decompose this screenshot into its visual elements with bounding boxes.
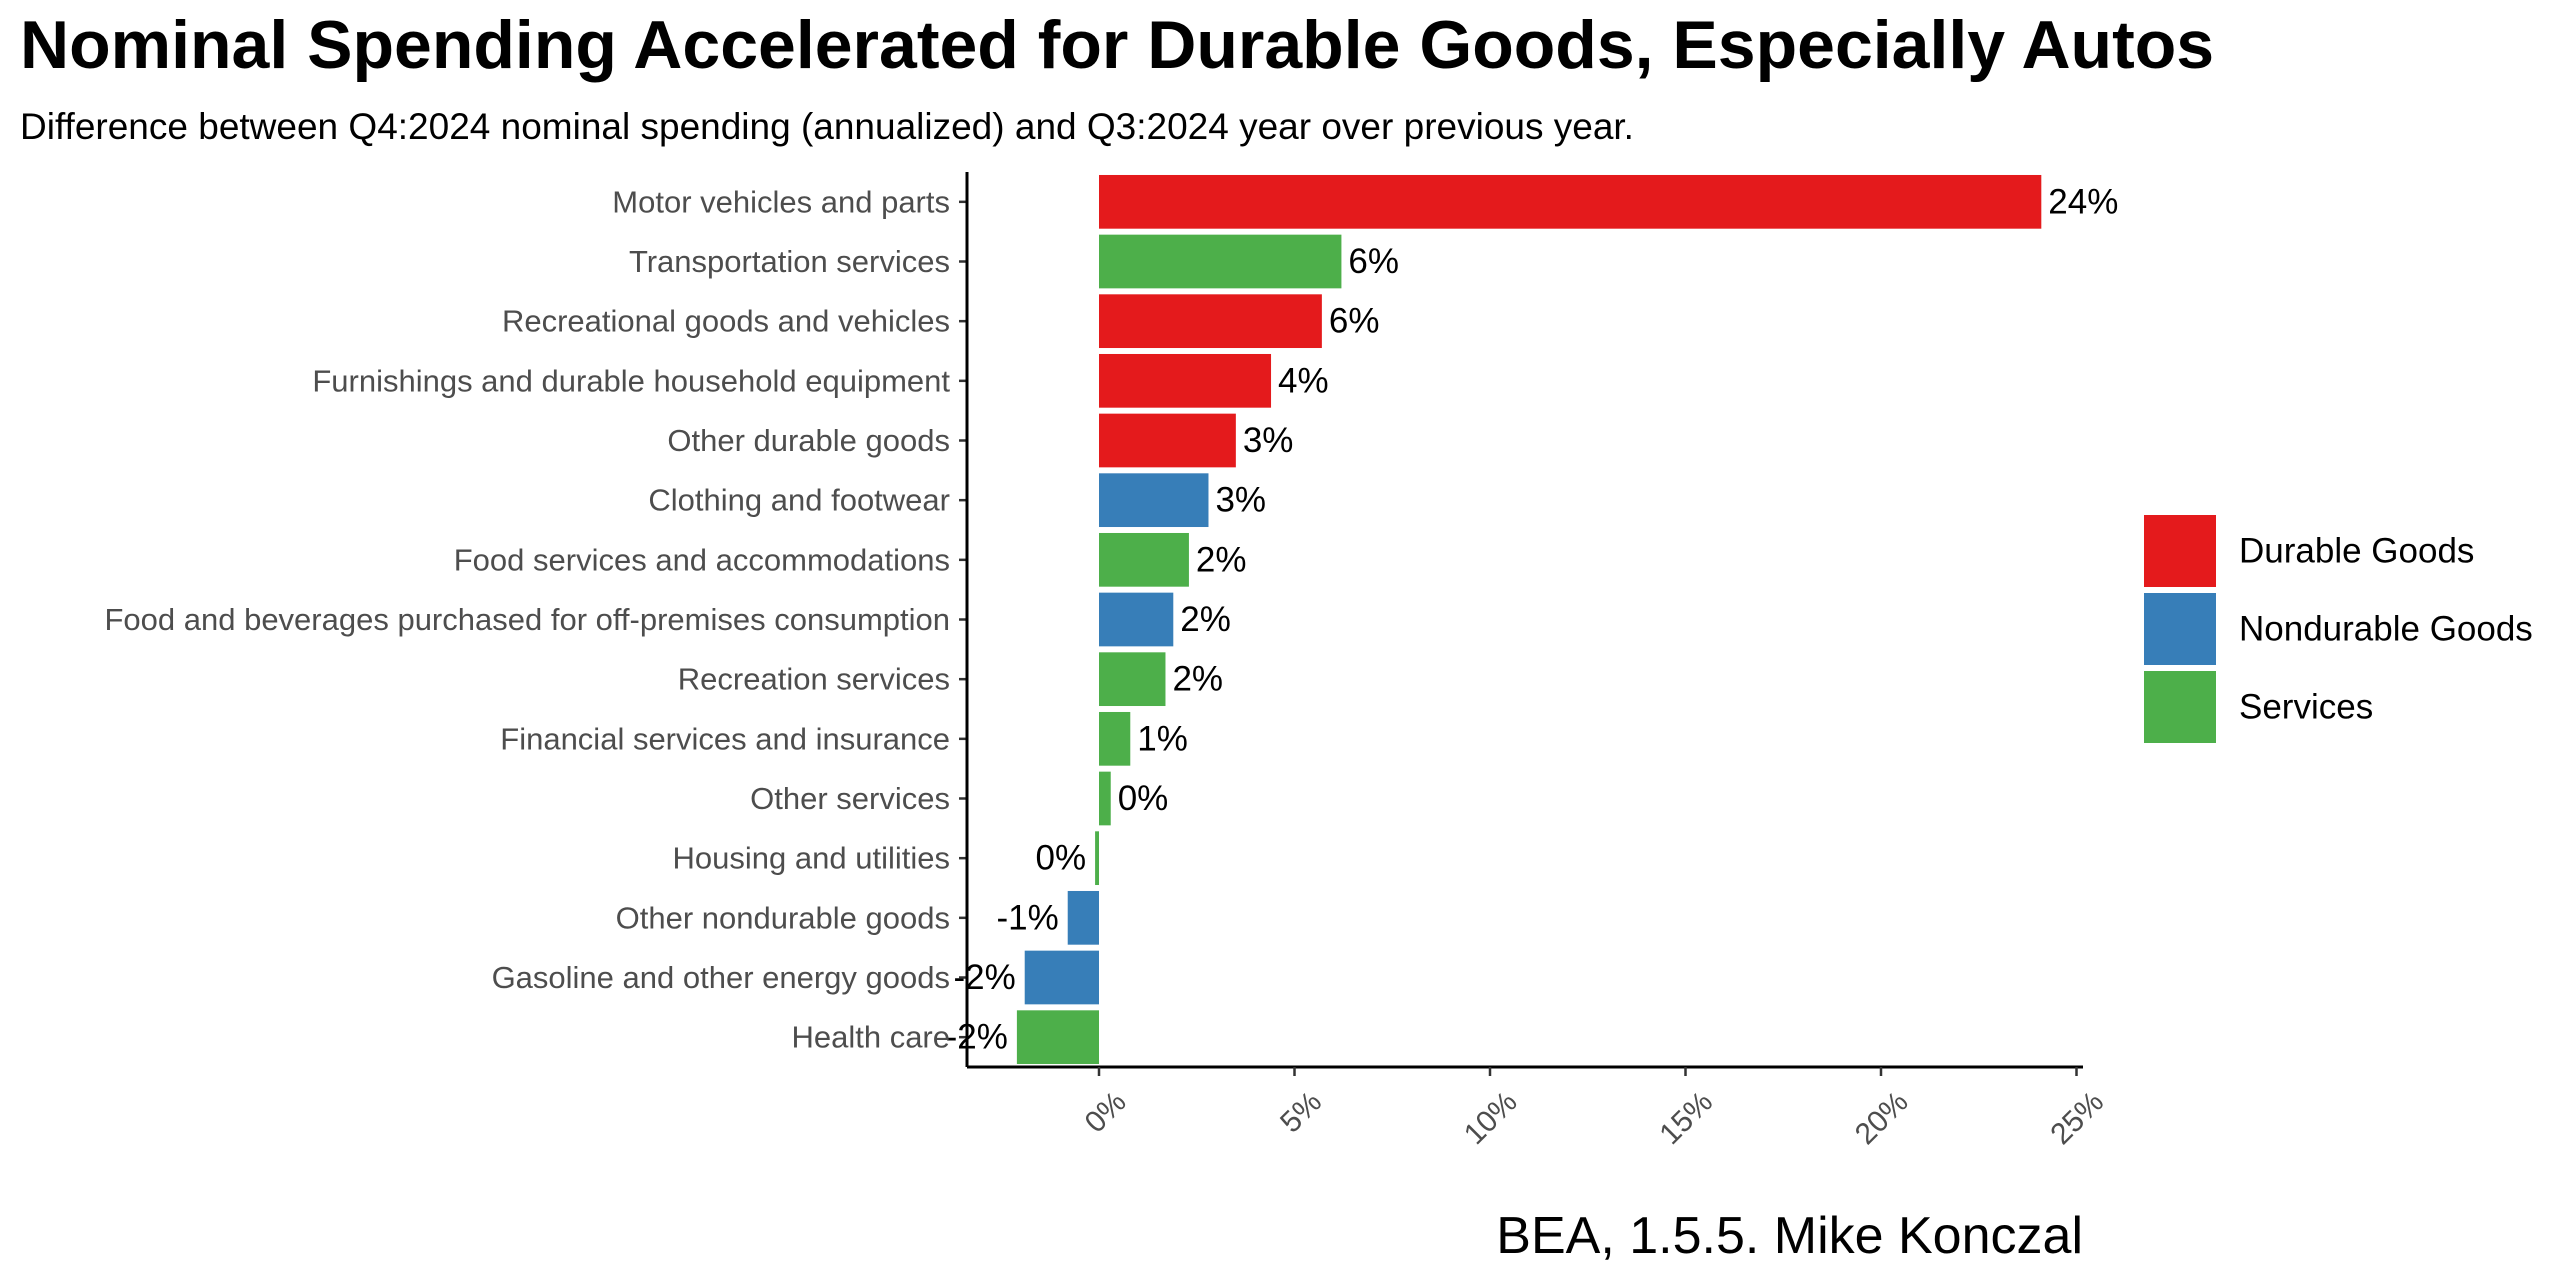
legend-key (2144, 671, 2216, 743)
bar-value-label: 0% (1035, 839, 1086, 878)
bar (1024, 950, 1099, 1005)
legend: Durable Goods Nondurable Goods Services (2144, 515, 2533, 743)
source-caption: BEA, 1.5.5. Mike Konczal (1496, 1207, 2083, 1265)
category-label: Food and beverages purchased for off-pre… (104, 602, 950, 637)
bar-value-label: -1% (996, 898, 1058, 937)
category-label: Housing and utilities (673, 841, 950, 876)
x-tick-label: 15% (1653, 1085, 1719, 1151)
legend-label: Nondurable Goods (2239, 610, 2533, 649)
x-tick-label: 10% (1458, 1085, 1524, 1151)
bar-value-label: 0% (1118, 779, 1169, 818)
category-label: Clothing and footwear (648, 483, 950, 518)
bar (1099, 413, 1236, 468)
category-label: Food services and accommodations (454, 542, 950, 577)
category-label: Other services (750, 781, 950, 816)
x-tick-label: 20% (1849, 1085, 1915, 1151)
axes-layer: Motor vehicles and parts Transportation s… (104, 172, 2110, 1151)
bar (1099, 532, 1189, 587)
category-label: Furnishings and durable household equipm… (312, 363, 950, 398)
bar-value-label: 3% (1215, 481, 1266, 520)
bar-value-label: 4% (1278, 361, 1329, 400)
chart-title: Nominal Spending Accelerated for Durable… (20, 7, 2215, 83)
category-label: Recreation services (678, 662, 950, 697)
bar-value-label: 2% (1180, 600, 1231, 639)
category-label: Motor vehicles and parts (612, 184, 950, 219)
bar (1099, 174, 2042, 229)
bar-value-label: 2% (1172, 660, 1223, 699)
bar (1099, 294, 1322, 349)
bar-value-label: 1% (1137, 719, 1188, 758)
legend-key (2144, 593, 2216, 665)
chart-subtitle: Difference between Q4:2024 nominal spend… (20, 106, 1634, 147)
bar (1099, 353, 1272, 408)
bar (1099, 592, 1174, 647)
x-tick-label: 0% (1079, 1085, 1133, 1139)
bar-value-label: 6% (1348, 242, 1399, 281)
category-label: Other durable goods (667, 423, 950, 458)
legend-label: Services (2239, 688, 2373, 727)
bar (1099, 652, 1166, 707)
bar (1099, 771, 1111, 826)
bar (1099, 234, 1342, 289)
legend-label: Durable Goods (2239, 532, 2474, 571)
category-label: Recreational goods and vehicles (502, 304, 950, 339)
legend-key (2144, 515, 2216, 587)
bar (1016, 1010, 1099, 1065)
category-label: Other nondurable goods (616, 900, 950, 935)
bar (1099, 473, 1209, 528)
category-label: Gasoline and other energy goods (492, 960, 950, 995)
bar-value-label: 24% (2048, 182, 2118, 221)
category-label: Health care (791, 1020, 950, 1055)
bar (1095, 831, 1099, 886)
bar-value-label: 2% (1196, 540, 1247, 579)
bar-value-label: -2% (946, 1018, 1008, 1057)
x-tick-label: 5% (1274, 1085, 1328, 1139)
bar-value-label: 3% (1243, 421, 1294, 460)
bar (1067, 890, 1099, 945)
category-label: Transportation services (629, 244, 950, 279)
category-label: Financial services and insurance (500, 721, 950, 756)
bar-value-label: 6% (1329, 302, 1380, 341)
x-tick-label: 25% (2044, 1085, 2110, 1151)
bar (1099, 711, 1131, 766)
bars-layer: 24%6%6%4%3%3%2%2%2%1%0%0%-1%-2%-2% (946, 174, 2118, 1065)
